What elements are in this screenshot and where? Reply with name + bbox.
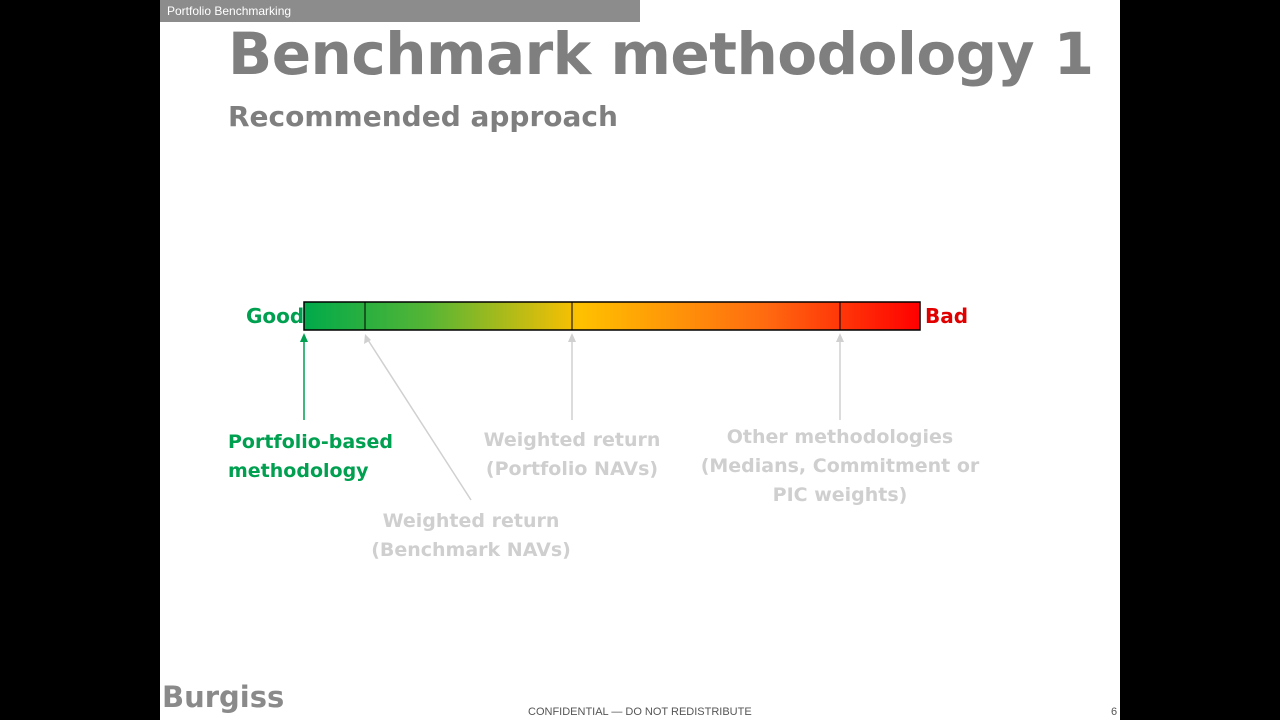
arrow-head xyxy=(300,333,308,342)
annotation-line: Weighted return xyxy=(483,429,661,451)
page-number: 6 xyxy=(1111,706,1118,718)
slide: Portfolio Benchmarking Benchmark methodo… xyxy=(160,0,1120,720)
annotation: Weighted return (Benchmark NAVs) xyxy=(370,507,572,565)
bad-label: Bad xyxy=(925,304,969,328)
arrow-head xyxy=(568,333,576,342)
section-tab: Portfolio Benchmarking xyxy=(160,0,640,22)
scale-graphic xyxy=(300,301,921,501)
good-label: Good xyxy=(246,304,305,328)
confidential-notice: CONFIDENTIAL — DO NOT REDISTRIBUTE xyxy=(528,706,752,718)
annotation-line: (Portfolio NAVs) xyxy=(485,458,659,480)
logo: Burgiss xyxy=(162,680,285,714)
arrow-head xyxy=(836,333,844,342)
annotation-line: Weighted return xyxy=(382,510,560,532)
annotation-line: PIC weights) xyxy=(772,484,908,506)
arrow-head xyxy=(364,334,371,344)
arrows xyxy=(300,333,844,501)
slide-subtitle: Recommended approach xyxy=(228,100,618,133)
annotation-line: (Benchmark NAVs) xyxy=(371,539,571,561)
annotation-line: Portfolio-based xyxy=(228,431,393,453)
slide-title: Benchmark methodology 1 xyxy=(228,20,1094,88)
annotation: Other methodologies (Medians, Commitment … xyxy=(700,423,980,510)
annotation: Portfolio-based methodology xyxy=(228,428,393,486)
annotation-line: (Medians, Commitment or xyxy=(700,455,980,477)
annotation-line: Other methodologies xyxy=(726,426,954,448)
scale-bar xyxy=(303,301,921,331)
arrow xyxy=(367,339,472,501)
annotation-line: methodology xyxy=(228,460,369,482)
annotation: Weighted return (Portfolio NAVs) xyxy=(472,426,672,484)
